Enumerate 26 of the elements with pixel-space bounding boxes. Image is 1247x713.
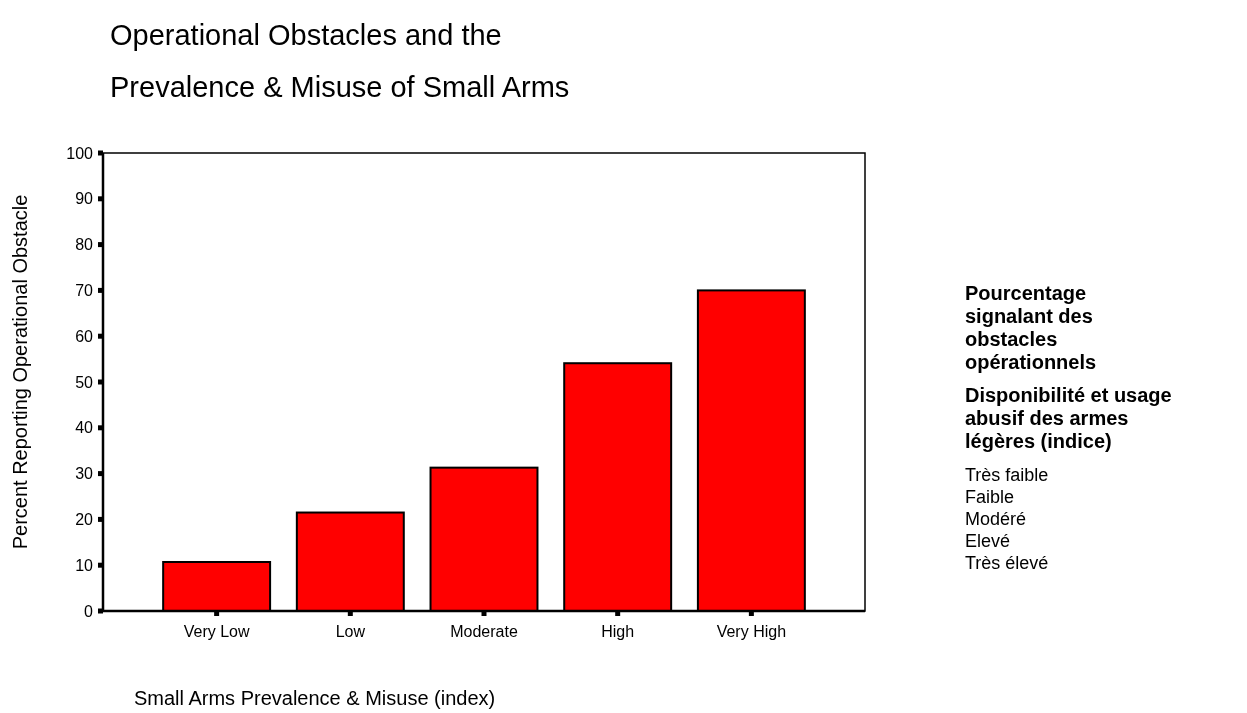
y-tick-label: 90 [75, 190, 94, 208]
y-tick-label: 10 [75, 556, 94, 574]
y-tick-label: 100 [66, 144, 94, 162]
y-tick-label: 60 [75, 327, 94, 345]
x-tick-label: Very High [716, 623, 787, 640]
text: Très faible [965, 465, 1049, 485]
x-tick-label: Very Low [183, 623, 250, 640]
chart-title: Operational Obstacles and the Prevalence & Misuse of Small Arms [110, 19, 570, 103]
text: Modéré [965, 509, 1027, 529]
y-tick-label: 40 [75, 419, 94, 437]
y-tick-label: 0 [84, 602, 94, 620]
text: Disponibilité et usage abusif des armes légères (indice) [965, 384, 1172, 452]
y-tick-label: 20 [75, 511, 94, 528]
x-tick-label: Moderate [450, 623, 518, 640]
y-tick-label: 30 [75, 465, 94, 483]
y-tick-label: 50 [75, 373, 94, 391]
text: Elevé [965, 531, 1011, 551]
text: Très élevé [965, 553, 1049, 573]
y-tick-label: 80 [75, 236, 94, 254]
y-tick-label: 70 [75, 282, 94, 299]
text: Pourcentage signalant des obstacles opérationnels [965, 282, 1097, 373]
text: Faible [965, 487, 1015, 507]
x-tick-label: Low [335, 623, 366, 640]
x-tick-label: High [601, 623, 635, 640]
y-axis-title: Percent Reporting Operational Obstacle [9, 194, 31, 550]
x-axis-title: Small Arms Prevalence & Misuse (index) [134, 687, 496, 709]
